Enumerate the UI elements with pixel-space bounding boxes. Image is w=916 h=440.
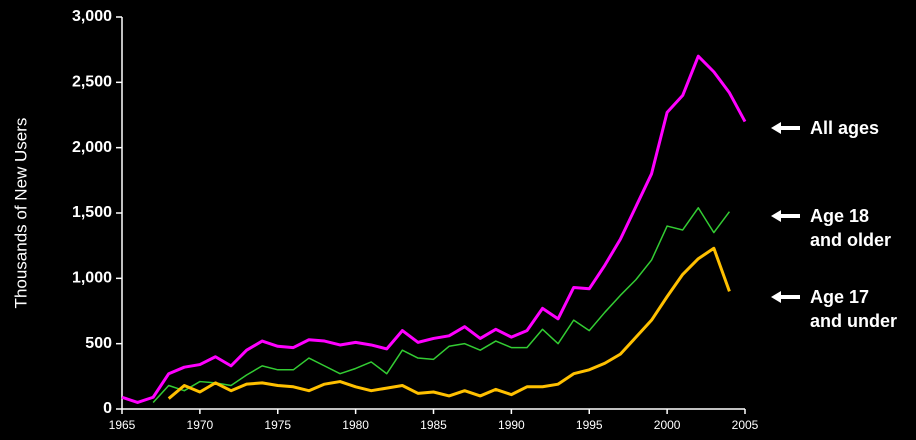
y-tick-label: 1,500	[72, 204, 112, 221]
y-tick-label: 500	[85, 335, 112, 352]
legend-label: Age 18 and older	[810, 206, 892, 250]
x-tick-label: 2000	[654, 418, 681, 432]
legend-label: All ages	[810, 118, 880, 138]
x-tick-label: 1995	[576, 418, 603, 432]
legend-arrow	[771, 291, 800, 303]
legend-arrow	[771, 122, 800, 134]
x-tick-label: 1965	[109, 418, 136, 432]
y-tick-label: 3,000	[72, 8, 112, 25]
y-tick-label: 1,000	[72, 270, 112, 287]
series-line	[167, 246, 731, 400]
x-tick-label: 1975	[264, 418, 291, 432]
y-tick-label: 2,500	[72, 74, 112, 91]
x-tick-label: 1970	[187, 418, 214, 432]
legend-label: Age 17 and under	[810, 287, 898, 331]
y-tick-label: 0	[103, 400, 112, 417]
series-line	[121, 54, 747, 404]
x-tick-label: 1985	[420, 418, 447, 432]
y-tick-label: 2,000	[72, 139, 112, 156]
series-line	[152, 207, 731, 403]
legend-arrow	[771, 210, 800, 222]
x-tick-label: 2005	[732, 418, 759, 432]
y-axis-label: Thousands of New Users	[11, 118, 30, 309]
x-tick-label: 1990	[498, 418, 525, 432]
x-tick-label: 1980	[342, 418, 369, 432]
